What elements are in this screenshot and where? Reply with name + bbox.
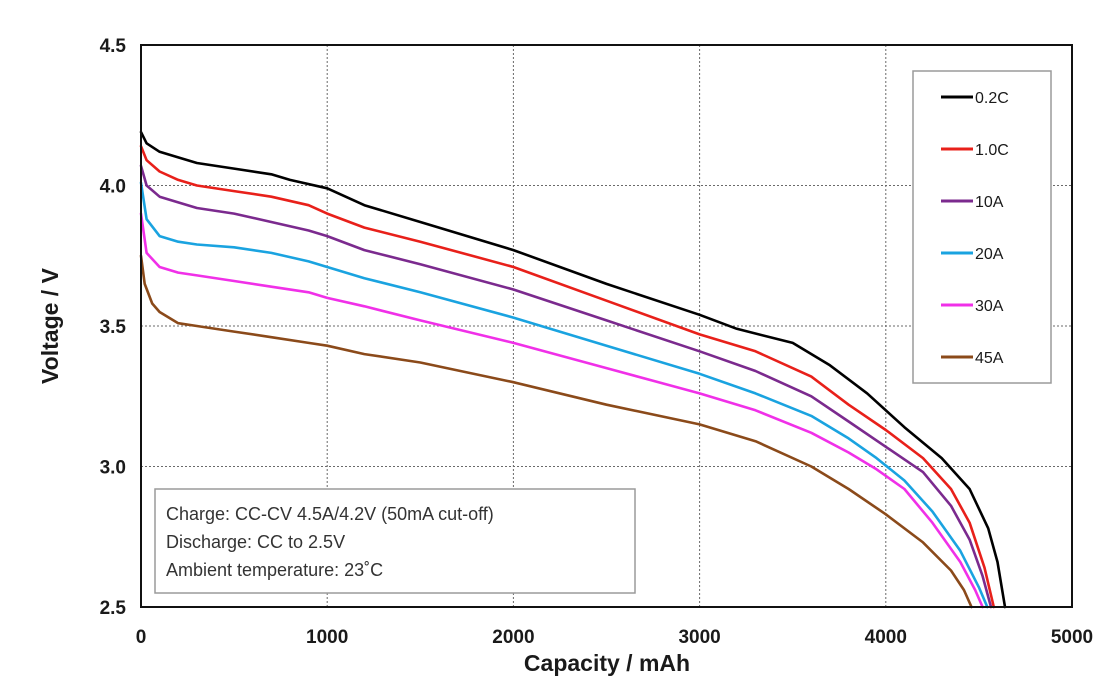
- y-tick-label: 4.0: [100, 177, 126, 198]
- x-tick-label: 2000: [492, 627, 534, 648]
- y-axis-title: Voltage / V: [37, 267, 63, 384]
- series-line-30a: [139, 212, 984, 609]
- x-tick-label: 4000: [865, 627, 907, 648]
- ambient-temperature-text: Ambient temperature: 23˚C: [166, 560, 383, 580]
- series-line-1-0c: [139, 144, 996, 609]
- x-tick-label: 0: [136, 627, 147, 648]
- legend: 0.2C 1.0C 10A 20A 30A 45A: [912, 70, 1052, 384]
- legend-label: 20A: [975, 246, 1004, 263]
- x-axis-title: Capacity / mAh: [524, 650, 690, 676]
- series-line-20a: [139, 181, 989, 609]
- x-tick-label: 1000: [306, 627, 348, 648]
- x-tick-label: 5000: [1051, 627, 1093, 648]
- discharge-condition-text: Discharge: CC to 2.5V: [166, 532, 345, 552]
- conditions-box: [154, 488, 636, 594]
- y-tick-label: 2.5: [100, 598, 127, 619]
- series-line-10a: [139, 164, 993, 609]
- legend-box: [912, 70, 1052, 384]
- series-lines: [139, 130, 1007, 609]
- plot-frame: [140, 44, 1073, 608]
- y-tick-labels: 2.5 3.0 3.5 4.0 4.5: [100, 36, 127, 619]
- charge-condition-text: Charge: CC-CV 4.5A/4.2V (50mA cut-off): [166, 504, 494, 524]
- grid-lines: [141, 45, 1072, 607]
- legend-label: 0.2C: [975, 90, 1009, 107]
- legend-label: 30A: [975, 298, 1004, 315]
- series-line-0-2c: [139, 130, 1007, 609]
- legend-label: 45A: [975, 350, 1004, 367]
- conditions-note: Charge: CC-CV 4.5A/4.2V (50mA cut-off) D…: [154, 488, 636, 594]
- x-tick-labels: 0 1000 2000 3000 4000 5000: [136, 627, 1093, 648]
- y-tick-label: 4.5: [100, 36, 127, 57]
- series-line-45a: [139, 254, 973, 609]
- legend-label: 1.0C: [975, 142, 1009, 159]
- y-tick-label: 3.5: [100, 317, 127, 338]
- legend-label: 10A: [975, 194, 1004, 211]
- x-tick-label: 3000: [678, 627, 720, 648]
- y-tick-label: 3.0: [100, 458, 126, 479]
